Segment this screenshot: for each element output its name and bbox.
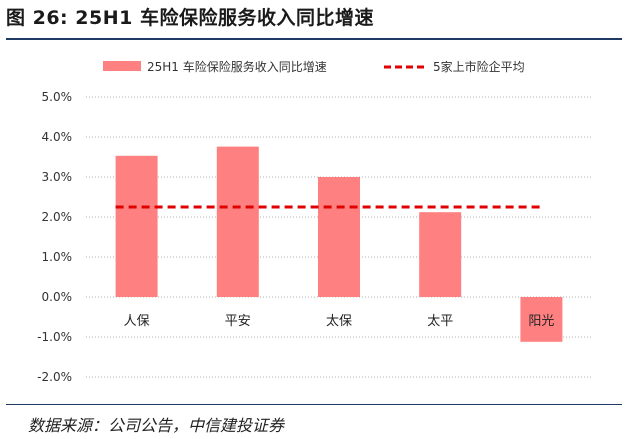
- y-tick-label: 5.0%: [42, 90, 73, 104]
- category-label: 人保: [124, 314, 150, 329]
- bar: [318, 177, 360, 297]
- bottom-rule: [6, 404, 622, 405]
- category-label: 太保: [326, 314, 352, 329]
- source-note: 数据来源：公司公告，中信建投证券: [28, 416, 285, 435]
- y-tick-label: 0.0%: [42, 290, 73, 304]
- category-labels: 人保 平安 太保 太平 阳光: [124, 314, 555, 329]
- category-label: 太平: [427, 314, 453, 329]
- y-tick-label: -2.0%: [37, 370, 72, 384]
- category-label: 阳光: [528, 314, 554, 329]
- bar-chart: 25H1 车险保险服务收入同比增速 5家上市险企平均 人保 平安 太保 太平 阳光 5.…: [37, 59, 592, 384]
- legend-bar-swatch: [103, 61, 141, 71]
- y-tick-label: 1.0%: [42, 250, 73, 264]
- bars: [115, 146, 563, 342]
- title-rule: [6, 38, 622, 40]
- y-tick-label: -1.0%: [37, 330, 72, 344]
- bar: [216, 146, 259, 297]
- y-tick-labels: 5.0% 4.0% 3.0% 2.0% 1.0% 0.0% -1.0% -2.0%: [37, 90, 72, 384]
- bar: [419, 212, 462, 297]
- legend-bar-label: 25H1 车险保险服务收入同比增速: [147, 59, 327, 74]
- category-label: 平安: [225, 314, 251, 329]
- y-tick-label: 3.0%: [42, 170, 73, 184]
- legend-avg-label: 5家上市险企平均: [433, 59, 525, 74]
- y-tick-label: 2.0%: [42, 210, 73, 224]
- y-tick-label: 4.0%: [42, 130, 73, 144]
- chart-legend: 25H1 车险保险服务收入同比增速 5家上市险企平均: [103, 59, 525, 74]
- bar: [520, 297, 563, 342]
- bar: [115, 155, 158, 297]
- figure-title: 图 26: 25H1 车险保险服务收入同比增速: [6, 7, 374, 29]
